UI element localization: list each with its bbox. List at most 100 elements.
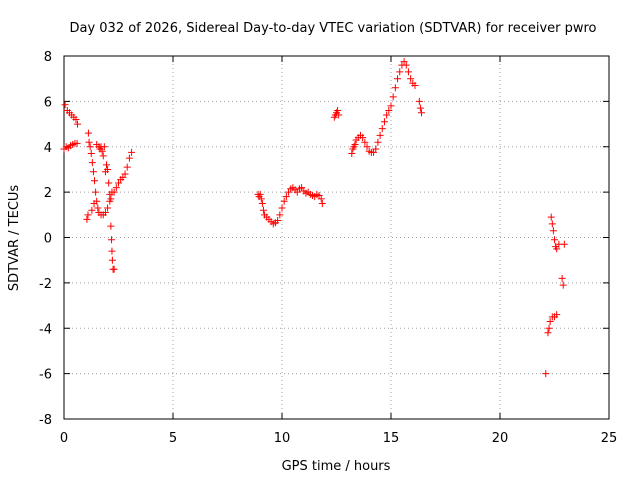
data-point-marker [372,145,380,153]
data-point-marker [402,61,410,69]
data-point-marker [560,240,568,248]
data-point-marker [361,138,369,146]
data-point-marker [104,165,112,173]
data-point-marker [108,247,116,255]
data-point-marker [411,81,419,89]
data-point-marker [108,236,116,244]
data-point-marker [73,139,81,147]
data-point-marker [542,370,550,378]
data-point-marker [61,101,69,109]
y-tick-label: 8 [44,50,52,65]
y-tick-label: -4 [39,322,52,337]
data-point-marker [418,109,426,117]
data-point-marker [351,140,359,148]
data-point-marker [318,199,326,207]
x-tick-label: 20 [492,431,509,446]
grid [64,56,609,419]
data-point-marker [380,118,388,126]
x-axis-label: GPS time / hours [282,459,391,474]
x-tick-label: 0 [60,431,68,446]
data-point-marker [317,195,325,203]
x-tick-label: 25 [601,431,618,446]
data-point-marker [72,116,80,124]
data-point-marker [89,168,97,176]
data-point-marker [549,227,557,235]
data-point-marker [374,138,382,146]
data-point-marker [416,104,424,112]
data-point-marker [93,197,101,205]
x-axis-ticks: 0 5 10 15 20 25 [60,56,617,446]
data-point-marker [104,204,112,212]
data-point-marker [335,111,343,119]
x-tick-label: 15 [383,431,400,446]
data-point-marker [92,188,100,196]
y-tick-label: 0 [44,232,52,247]
data-point-marker [86,143,94,151]
data-point-marker [88,206,96,214]
data-point-marker [259,206,267,214]
data-point-marker [548,220,556,228]
data-point-marker [546,317,554,325]
data-point-marker [94,204,102,212]
data-point-marker [544,329,552,337]
data-point-marker [84,211,92,219]
data-point-marker [415,97,423,105]
x-tick-label: 5 [169,431,177,446]
data-point-marker [376,131,384,139]
data-point-marker [99,152,107,160]
data-point-marker [105,179,113,187]
data-point-marker [407,75,415,83]
data-point-marker [258,199,266,207]
data-point-marker [378,125,386,133]
y-tick-label: -6 [39,368,52,383]
data-point-marker [110,265,118,273]
data-markers [60,58,568,378]
data-point-marker [551,236,558,244]
data-point-marker [112,184,120,192]
data-point-marker [110,188,118,196]
data-point-marker [85,138,93,146]
data-point-marker [83,215,91,223]
data-point-marker [280,197,288,205]
data-point-marker [545,324,553,332]
data-point-marker [121,170,129,178]
data-point-marker [387,102,395,110]
data-point-marker [558,274,566,282]
data-point-marker [334,106,342,114]
data-point-marker [278,204,286,212]
y-tick-label: 6 [44,95,52,110]
data-point-marker [359,134,367,142]
data-point-marker [274,216,282,224]
data-point-marker [553,245,561,253]
data-point-marker [128,148,136,156]
data-point-marker [107,222,115,230]
data-point-marker [256,190,264,198]
data-point-marker [125,154,133,162]
data-point-marker [108,256,116,264]
data-point-marker [404,68,412,76]
data-point-marker [383,111,391,119]
data-point-marker [391,84,399,92]
data-point-marker [101,209,109,217]
data-point-marker [547,213,555,221]
data-point-marker [91,177,99,185]
data-point-marker [257,195,265,203]
data-point-marker [87,150,95,158]
data-point-marker [123,163,131,171]
data-point-marker [107,195,115,203]
data-point-marker [74,120,82,128]
data-point-marker [282,193,290,201]
data-point-marker [363,143,371,151]
data-point-marker [553,311,561,319]
x-tick-label: 10 [274,431,291,446]
data-point-marker [385,106,393,114]
data-point-marker [396,68,404,76]
data-point-marker [389,93,397,101]
y-tick-label: 4 [44,141,52,156]
data-point-marker [98,147,106,155]
data-point-marker [88,159,96,167]
y-axis-ticks: -8 -6 -4 -2 0 2 4 6 8 [39,50,609,428]
y-tick-label: 2 [44,186,52,201]
data-point-marker [276,211,284,219]
